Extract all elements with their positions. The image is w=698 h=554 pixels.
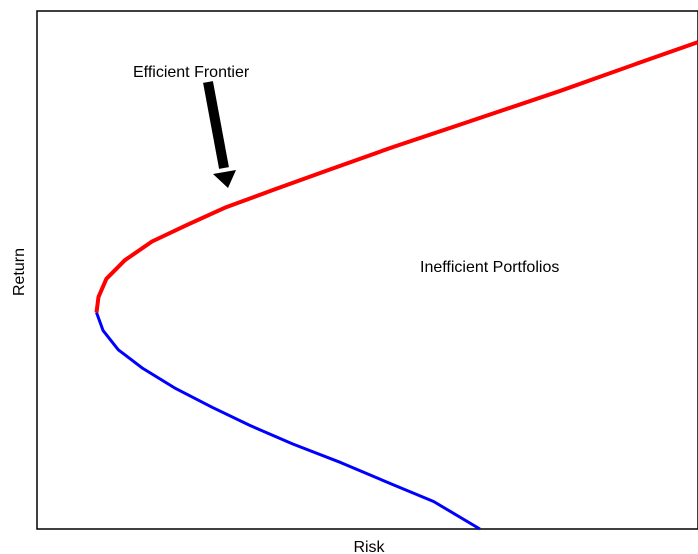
series-layer [94,40,698,531]
arrow-shaft [203,81,229,169]
annotation-inefficient-portfolios: Inefficient Portfolios [420,259,559,276]
y-axis-label: Return [11,248,28,296]
x-axis-label: Risk [353,539,385,554]
annotation-efficient-frontier: Efficient Frontier [133,64,250,81]
arrow-head [213,170,236,188]
series-line-efficient [94,40,698,313]
annotation-arrow [203,81,236,188]
series-line-inefficient [95,311,481,531]
plot-frame [36,10,698,530]
